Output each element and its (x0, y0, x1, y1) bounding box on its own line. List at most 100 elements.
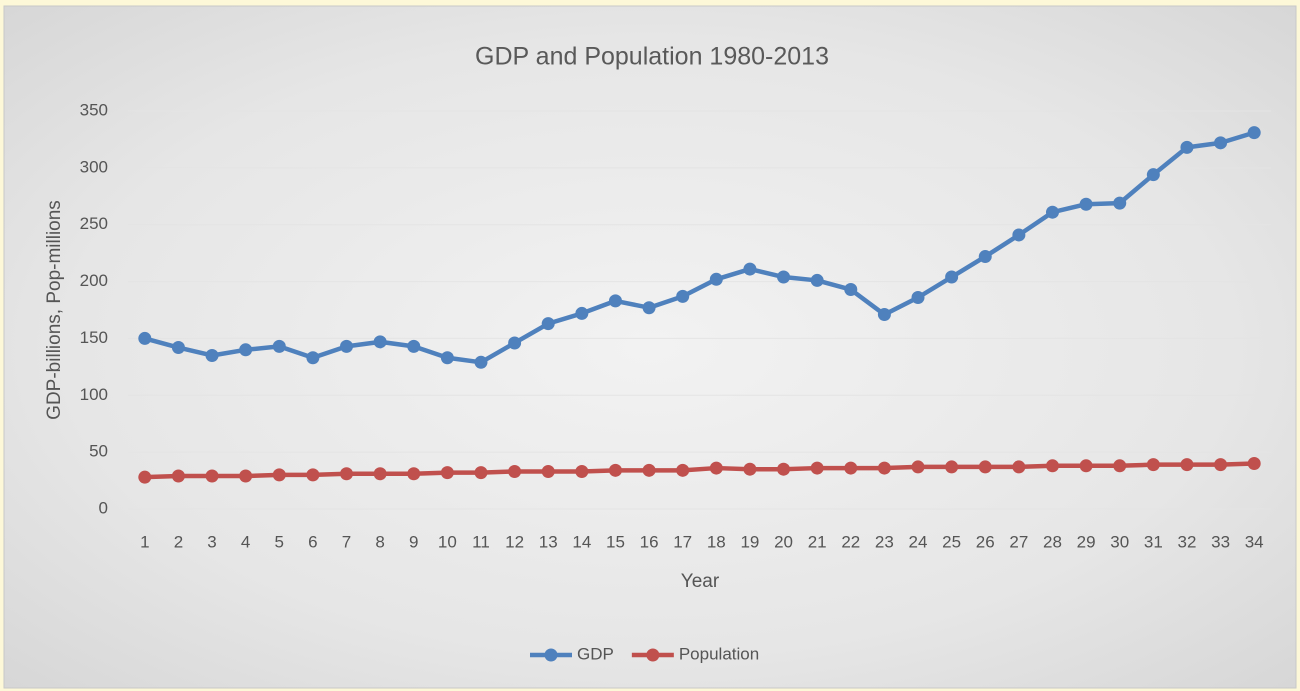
y-tick-label: 100 (80, 385, 108, 404)
data-point (138, 331, 152, 345)
data-point (138, 470, 152, 484)
x-tick-label: 29 (1077, 532, 1096, 551)
y-tick-label: 300 (80, 157, 108, 176)
y-tick-label: 0 (99, 498, 108, 517)
data-point (1247, 126, 1261, 140)
data-point (508, 464, 522, 478)
y-axis-label: GDP-billions, Pop-millions (44, 200, 65, 420)
x-tick-label: 30 (1110, 532, 1129, 551)
series-line (144, 461, 1255, 480)
data-point (1045, 205, 1059, 219)
data-point (608, 463, 622, 477)
data-point (1012, 460, 1026, 474)
data-point (407, 339, 421, 353)
data-point (642, 301, 656, 315)
data-point (743, 262, 757, 276)
x-tick-label: 5 (275, 532, 284, 551)
x-tick-label: 13 (539, 532, 558, 551)
data-point (1012, 228, 1026, 242)
x-tick-label: 9 (409, 532, 418, 551)
data-point (272, 468, 286, 482)
data-point (1180, 140, 1194, 154)
data-point (541, 317, 555, 331)
data-point (575, 306, 589, 320)
legend-marker (646, 648, 660, 662)
x-tick-label: 15 (606, 532, 625, 551)
data-point (440, 466, 454, 480)
x-tick-label: 28 (1043, 532, 1062, 551)
y-tick-label: 150 (80, 328, 108, 347)
data-point (171, 341, 185, 355)
data-point (945, 270, 959, 284)
x-tick-label: 6 (308, 532, 317, 551)
data-point (1214, 136, 1228, 150)
x-tick-label: 10 (438, 532, 457, 551)
legend-label: Population (679, 644, 759, 663)
y-tick-label: 200 (80, 271, 108, 290)
data-point (205, 348, 219, 362)
x-tick-label: 14 (572, 532, 591, 551)
legend-marker (544, 648, 558, 662)
x-tick-label: 1 (140, 532, 149, 551)
chart-area (3, 5, 1297, 689)
y-tick-label: 50 (89, 442, 108, 461)
x-tick-label: 31 (1144, 532, 1163, 551)
data-point (877, 461, 891, 475)
data-point (844, 283, 858, 297)
x-tick-label: 19 (740, 532, 759, 551)
data-point (575, 464, 589, 478)
data-point (306, 351, 320, 365)
data-point (272, 339, 286, 353)
data-point (171, 469, 185, 483)
x-tick-label: 18 (707, 532, 726, 551)
y-tick-label: 250 (80, 214, 108, 233)
x-tick-label: 11 (472, 532, 490, 551)
data-point (709, 272, 723, 286)
data-point (844, 461, 858, 475)
x-tick-label: 25 (942, 532, 961, 551)
x-tick-label: 20 (774, 532, 793, 551)
x-tick-label: 26 (976, 532, 995, 551)
data-point (1214, 458, 1228, 472)
x-tick-label: 17 (673, 532, 692, 551)
data-point (777, 270, 791, 284)
data-point (440, 351, 454, 365)
x-tick-label: 32 (1177, 532, 1196, 551)
data-point (642, 463, 656, 477)
x-tick-label: 23 (875, 532, 894, 551)
x-tick-label: 3 (207, 532, 216, 551)
data-point (1079, 459, 1093, 473)
data-point (709, 461, 723, 475)
data-point (1146, 458, 1160, 472)
data-point (340, 467, 354, 481)
data-point (407, 467, 421, 481)
data-point (1113, 196, 1127, 210)
data-point (777, 462, 791, 476)
data-point (239, 469, 253, 483)
data-point (608, 294, 622, 308)
data-point (205, 469, 219, 483)
data-point (676, 463, 690, 477)
data-point (306, 468, 320, 482)
data-point (1247, 457, 1261, 471)
data-point (1113, 459, 1127, 473)
x-axis-label: Year (681, 571, 720, 592)
data-point (877, 308, 891, 322)
data-point (373, 335, 387, 349)
x-tick-label: 12 (505, 532, 524, 551)
x-tick-label: 22 (841, 532, 860, 551)
data-point (945, 460, 959, 474)
x-tick-label: 27 (1009, 532, 1028, 551)
x-tick-label: 16 (640, 532, 659, 551)
data-point (474, 466, 488, 480)
x-tick-label: 21 (808, 532, 827, 551)
data-point (239, 343, 253, 357)
x-tick-label: 33 (1211, 532, 1230, 551)
x-tick-label: 7 (342, 532, 351, 551)
data-point (810, 461, 824, 475)
x-tick-label: 34 (1245, 532, 1264, 551)
data-point (743, 462, 757, 476)
data-point (911, 460, 925, 474)
x-tick-label: 2 (174, 532, 183, 551)
